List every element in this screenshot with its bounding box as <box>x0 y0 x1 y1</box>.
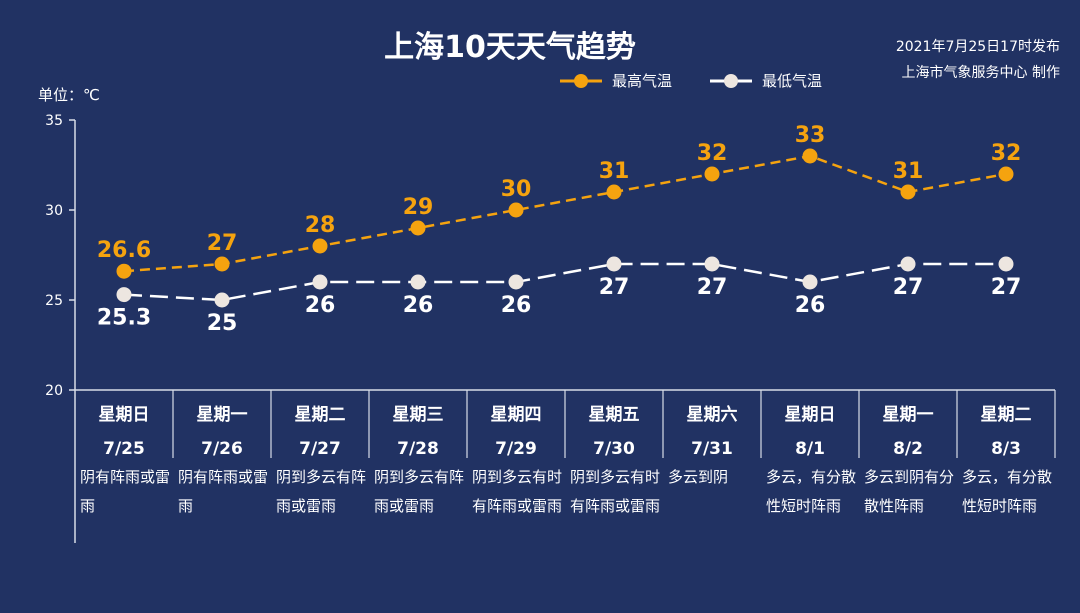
publish-time: 2021年7月25日17时发布 <box>895 39 1060 55</box>
y-tick-label: 20 <box>45 383 63 399</box>
weekday-label: 星期六 <box>686 405 738 425</box>
weekday-label: 星期三 <box>392 405 444 425</box>
y-tick-label: 35 <box>45 113 63 129</box>
data-point-low <box>214 292 230 308</box>
series-line-high <box>123 154 1007 273</box>
weekday-label: 星期五 <box>588 405 640 425</box>
weather-description: 阴到多云有阵雨或雷雨 <box>374 468 465 515</box>
data-point-low <box>410 274 426 290</box>
day-cell: 星期四 7/29 <box>467 398 565 466</box>
date-label: 7/29 <box>495 439 537 459</box>
data-label-high: 30 <box>501 177 532 202</box>
date-label: 7/30 <box>593 439 635 459</box>
data-label-low: 26 <box>795 293 826 318</box>
weekday-label: 星期日 <box>98 405 150 425</box>
y-tick-label: 25 <box>45 293 63 309</box>
page-title: 上海10天天气趋势 <box>384 30 636 65</box>
data-point-high <box>508 202 524 218</box>
data-point-high <box>802 148 818 164</box>
weather-description: 阴有阵雨或雷雨 <box>80 468 171 515</box>
weather-description: 多云到阴有分散性阵雨 <box>864 468 955 515</box>
data-point-low <box>312 274 328 290</box>
weekday-label: 星期一 <box>196 405 248 425</box>
data-point-low <box>116 287 132 303</box>
data-label-low: 27 <box>893 275 924 300</box>
data-point-low <box>998 256 1014 272</box>
day-cell: 星期一 8/2 <box>859 398 957 466</box>
date-label: 7/31 <box>691 439 733 459</box>
data-label-high: 27 <box>207 231 238 256</box>
data-label-low: 26 <box>403 293 434 318</box>
data-label-low: 25.3 <box>97 306 151 331</box>
legend-low: 最低气温 <box>710 70 822 91</box>
day-cell: 星期五 7/30 <box>565 398 663 466</box>
data-point-low <box>508 274 524 290</box>
date-label: 8/2 <box>893 439 923 459</box>
weekday-label: 星期日 <box>784 405 836 425</box>
data-point-high <box>900 184 916 200</box>
data-label-high: 33 <box>795 123 826 148</box>
data-point-high <box>410 220 426 236</box>
data-label-low: 27 <box>599 275 630 300</box>
data-point-low <box>606 256 622 272</box>
weather-description: 多云，有分散性短时阵雨 <box>766 468 857 515</box>
day-cell: 星期二 8/3 <box>957 398 1055 466</box>
day-cell: 星期一 7/26 <box>173 398 271 466</box>
weather-description: 多云，有分散性短时阵雨 <box>962 468 1053 515</box>
day-cell: 星期六 7/31 <box>663 398 761 466</box>
data-label-low: 26 <box>501 293 532 318</box>
weather-description: 多云到阴 <box>668 468 729 486</box>
data-label-high: 31 <box>893 159 924 184</box>
weekday-label: 星期二 <box>980 405 1032 425</box>
data-point-high <box>606 184 622 200</box>
data-label-low: 25 <box>207 311 238 336</box>
data-label-high: 32 <box>697 141 728 166</box>
day-cell: 星期三 7/28 <box>369 398 467 466</box>
date-label: 7/26 <box>201 439 243 459</box>
weather-description: 阴有阵雨或雷雨 <box>178 468 269 515</box>
date-label: 7/25 <box>103 439 145 459</box>
data-point-low <box>802 274 818 290</box>
date-label: 8/1 <box>795 439 825 459</box>
publisher: 上海市气象服务中心 制作 <box>901 65 1060 81</box>
y-tick-label: 30 <box>45 203 63 219</box>
data-point-high <box>998 166 1014 182</box>
data-label-high: 31 <box>599 159 630 184</box>
day-cell: 星期二 7/27 <box>271 398 369 466</box>
weather-description: 阴到多云有阵雨或雷雨 <box>276 468 367 515</box>
series-line-low <box>123 262 1006 302</box>
data-label-low: 26 <box>305 293 336 318</box>
data-label-high: 29 <box>403 195 434 220</box>
data-label-high: 32 <box>991 141 1022 166</box>
weather-description: 阴到多云有时有阵雨或雷雨 <box>570 468 661 515</box>
legend-high-label: 最高气温 <box>612 72 673 90</box>
weather-description: 阴到多云有时有阵雨或雷雨 <box>472 468 563 515</box>
legend-high-marker <box>560 73 602 88</box>
data-point-low <box>704 256 720 272</box>
weekday-label: 星期一 <box>882 405 934 425</box>
legend-high: 最高气温 <box>560 70 672 91</box>
data-point-high <box>214 256 230 272</box>
data-point-high <box>312 238 328 254</box>
date-label: 8/3 <box>991 439 1021 459</box>
data-point-high <box>116 263 132 279</box>
date-label: 7/27 <box>299 439 341 459</box>
data-label-high: 26.6 <box>97 238 151 263</box>
data-point-low <box>900 256 916 272</box>
data-label-low: 27 <box>991 275 1022 300</box>
weekday-label: 星期四 <box>490 405 542 425</box>
day-cell: 星期日 8/1 <box>761 398 859 466</box>
data-label-low: 27 <box>697 275 728 300</box>
legend-low-label: 最低气温 <box>762 72 823 90</box>
unit-label: 单位：℃ <box>38 86 100 104</box>
date-label: 7/28 <box>397 439 439 459</box>
data-point-high <box>704 166 720 182</box>
day-cell: 星期日 7/25 <box>75 398 173 466</box>
data-label-high: 28 <box>305 213 336 238</box>
legend-low-marker <box>710 73 752 88</box>
publish-info: 2021年7月25日17时发布 上海市气象服务中心 制作 <box>896 34 1060 86</box>
weekday-label: 星期二 <box>294 405 346 425</box>
